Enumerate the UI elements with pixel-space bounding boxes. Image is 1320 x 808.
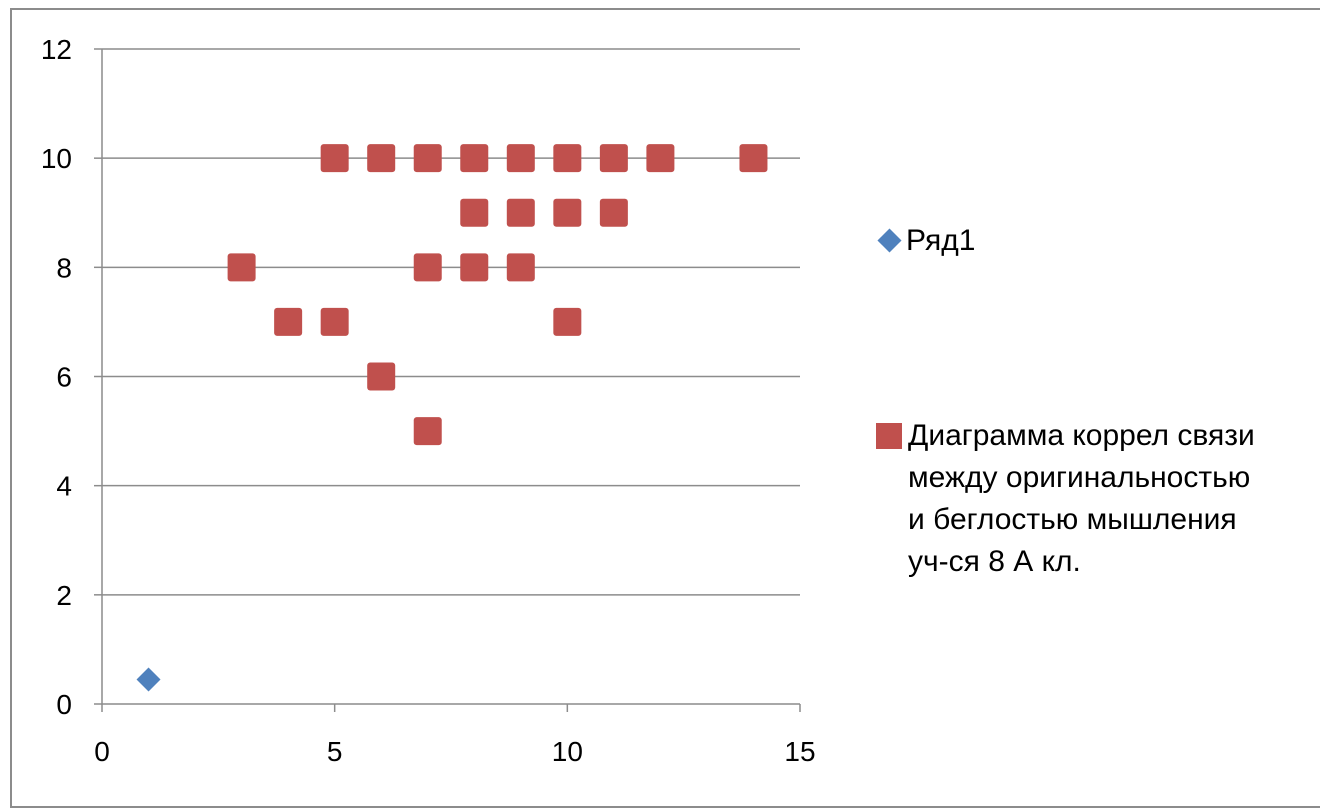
data-point-series-2 — [599, 144, 628, 173]
legend-label-series-2: Диаграмма коррел связи между оригинально… — [908, 415, 1255, 583]
data-point-series-2 — [274, 307, 303, 336]
data-point-series-2 — [413, 253, 442, 282]
y-tick-label: 2 — [56, 580, 72, 611]
y-tick-label: 0 — [56, 689, 72, 720]
y-tick-label: 10 — [41, 143, 72, 174]
x-tick-labels: 0 5 10 15 — [94, 736, 815, 767]
y-tick-labels: 0 2 4 6 8 10 12 — [41, 34, 72, 720]
y-tick-label: 6 — [56, 362, 72, 393]
x-tick-label: 5 — [327, 736, 343, 767]
data-point-series-2 — [739, 144, 768, 173]
legend-label-line: и беглостью мышления — [908, 503, 1237, 536]
chart-frame — [10, 8, 1320, 808]
diamond-marker-icon — [877, 228, 902, 253]
data-point-series-2 — [553, 307, 582, 336]
y-tick-label: 4 — [56, 471, 72, 502]
data-point-series-2 — [599, 198, 628, 227]
legend-label-line: Диаграмма коррел связи — [908, 419, 1255, 452]
legend-item-series-1: Ряд1 — [876, 220, 975, 262]
data-point-series-1 — [136, 667, 161, 692]
data-point-series-2 — [413, 144, 442, 173]
data-point-series-2 — [646, 144, 675, 173]
data-point-series-2 — [460, 253, 489, 282]
legend-label-line: уч-ся 8 А кл. — [908, 545, 1081, 578]
data-point-series-2 — [460, 144, 489, 173]
data-point-series-2 — [553, 144, 582, 173]
data-point-series-2 — [460, 198, 489, 227]
gridlines — [102, 48, 800, 596]
x-tick-label: 15 — [784, 736, 815, 767]
data-point-series-2 — [367, 144, 396, 173]
data-point-series-2 — [320, 144, 349, 173]
x-tick-label: 0 — [94, 736, 110, 767]
legend-item-series-2: Диаграмма коррел связи между оригинально… — [876, 415, 1316, 583]
data-point-series-2 — [367, 362, 396, 391]
legend: Ряд1 Диаграмма коррел связи между оригин… — [876, 0, 1316, 789]
scatter-chart: 0 2 4 6 8 10 12 0 5 10 15 — [41, 34, 816, 767]
legend-label-line: между оригинальностью — [908, 461, 1251, 494]
square-marker-icon — [876, 423, 902, 449]
data-point-series-2 — [506, 198, 535, 227]
legend-label-series-1: Ряд1 — [906, 224, 976, 257]
y-tick-label: 8 — [56, 252, 72, 283]
data-point-series-2 — [553, 198, 582, 227]
data-points — [136, 144, 768, 692]
y-tick-label: 12 — [41, 34, 72, 65]
data-point-series-2 — [506, 253, 535, 282]
data-point-series-2 — [413, 417, 442, 446]
x-tick-label: 10 — [552, 736, 583, 767]
data-point-series-2 — [506, 144, 535, 173]
data-point-series-2 — [227, 253, 256, 282]
data-point-series-2 — [320, 307, 349, 336]
axes — [94, 48, 801, 712]
